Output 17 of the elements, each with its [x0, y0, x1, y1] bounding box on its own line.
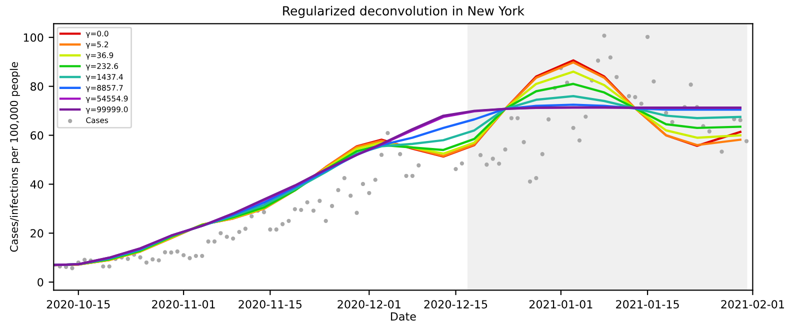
- x-tick-label: 2021-01-01: [529, 300, 592, 308]
- y-tick-label: 20: [30, 229, 44, 238]
- x-tick-label: 2020-10-15: [46, 300, 110, 308]
- x-tick-label: 2020-12-01: [338, 300, 400, 308]
- chart-title: Regularized deconvolution in New York: [283, 6, 524, 18]
- x-axis-title: Date: [390, 312, 416, 321]
- y-tick-label: 80: [30, 82, 44, 91]
- y-tick-label: 100: [24, 33, 44, 42]
- y-axis-title: Cases/infections per 100,000 people: [10, 62, 20, 252]
- y-tick-label: 0: [38, 278, 44, 286]
- y-tick-label: 40: [30, 180, 44, 189]
- x-tick-label: 2021-01-15: [616, 300, 679, 308]
- x-tick-label: 2020-11-15: [238, 300, 302, 308]
- x-tick-label: 2020-11-01: [152, 300, 215, 308]
- x-tick-label: 2020-12-15: [424, 300, 488, 308]
- x-tick-label: 2021-02-01: [721, 300, 784, 308]
- y-tick-label: 60: [30, 131, 44, 140]
